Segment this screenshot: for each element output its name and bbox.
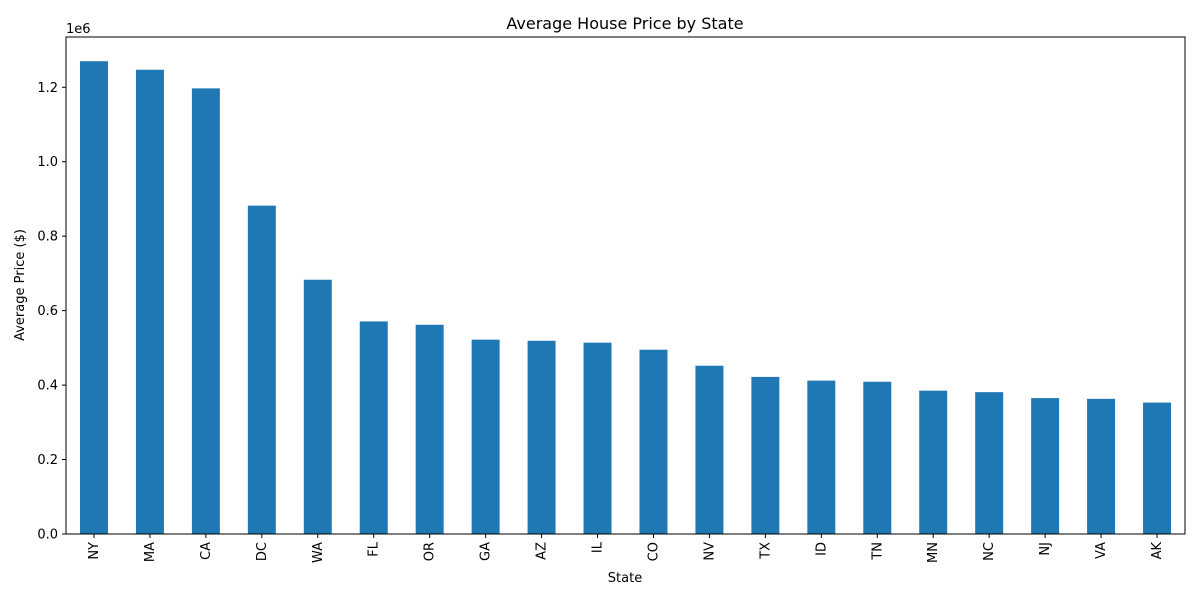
x-tick-label: IL xyxy=(591,541,606,553)
x-tick-label: TN xyxy=(870,542,885,561)
y-tick-label: 1.0 xyxy=(37,155,58,170)
x-tick-label: NC xyxy=(982,542,997,561)
y-tick-label: 0.0 xyxy=(37,528,58,543)
x-tick-label: ID xyxy=(814,542,829,556)
bar-ny xyxy=(79,61,108,534)
x-ticks-group: NY MA CA DC WA FL OR GA AZ IL CO NV TX ID TN MN NC NJ VA AK xyxy=(87,534,1165,563)
bar-wa xyxy=(303,279,332,534)
bar-id xyxy=(807,380,836,534)
bars-group xyxy=(79,61,1172,534)
bar-co xyxy=(639,349,668,534)
x-tick-label: AZ xyxy=(535,542,550,560)
x-tick-label: TX xyxy=(758,542,773,560)
x-tick-label: NJ xyxy=(1038,542,1053,556)
bar-mn xyxy=(919,390,948,534)
y-tick-label: 0.4 xyxy=(37,379,58,394)
y-ticks-group: 0.0 0.2 0.4 0.6 0.8 1.0 1.2 xyxy=(37,81,66,543)
y-tick-label: 0.6 xyxy=(37,304,58,319)
plot-frame xyxy=(65,36,1186,535)
y-axis-label: Average Price ($) xyxy=(13,229,28,341)
x-tick-label: AK xyxy=(1150,542,1165,560)
y-offset-label: 1e6 xyxy=(66,22,91,37)
y-tick-label: 1.2 xyxy=(37,81,58,96)
bar-ak xyxy=(1143,402,1172,534)
bar-az xyxy=(527,340,556,534)
x-tick-label: FL xyxy=(367,541,382,556)
x-tick-label: WA xyxy=(311,542,326,563)
x-tick-label: NV xyxy=(702,542,717,561)
x-axis-label: State xyxy=(608,571,642,586)
bar-fl xyxy=(359,321,388,534)
bar-or xyxy=(415,324,444,534)
y-tick-label: 0.2 xyxy=(37,453,58,468)
x-tick-label: CO xyxy=(646,542,661,561)
bar-dc xyxy=(247,205,276,534)
x-tick-label: OR xyxy=(423,542,438,561)
x-tick-label: MN xyxy=(926,542,941,563)
bar-ga xyxy=(471,339,500,534)
bar-ma xyxy=(135,69,164,534)
x-tick-label: GA xyxy=(479,542,494,561)
bar-ca xyxy=(191,88,220,534)
bar-va xyxy=(1087,398,1116,534)
bar-nc xyxy=(975,392,1004,534)
x-tick-label: MA xyxy=(143,542,158,562)
x-tick-label: NY xyxy=(87,542,102,560)
bar-nv xyxy=(695,365,724,534)
y-tick-label: 0.8 xyxy=(37,230,58,245)
x-tick-label: DC xyxy=(255,542,270,561)
bar-tn xyxy=(863,381,892,534)
bar-nj xyxy=(1031,398,1060,534)
x-tick-label: CA xyxy=(199,542,214,560)
bar-tx xyxy=(751,376,780,534)
bar-il xyxy=(583,342,612,534)
chart-title: Average House Price by State xyxy=(506,14,743,33)
x-tick-label: VA xyxy=(1094,542,1109,559)
